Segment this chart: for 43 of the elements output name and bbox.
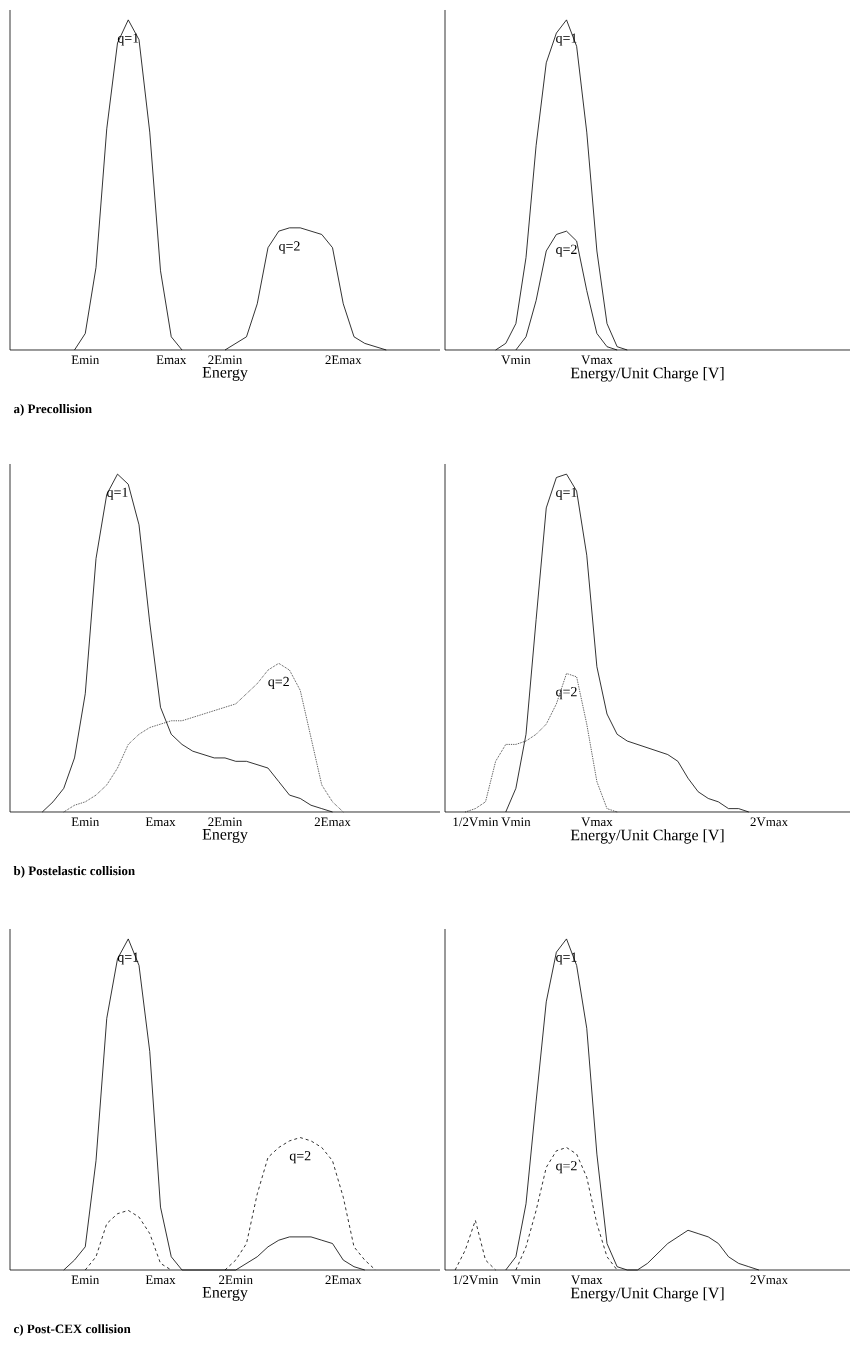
x-tick-label: Vmax <box>581 355 613 365</box>
x-tick-label: 2Emax <box>325 355 362 365</box>
x-tick-label: 2Vmax <box>750 1275 788 1285</box>
x-tick-label: Vmin <box>511 1275 541 1285</box>
x-axis-title: Energy/Unit Charge [V] <box>570 367 724 382</box>
x-tick-label: 1/2Vmin <box>453 1275 499 1285</box>
x-axis-title: Energy <box>202 829 248 843</box>
series-label: q=2 <box>556 686 577 700</box>
x-axis-title: Energy/Unit Charge [V] <box>570 1287 724 1302</box>
x-tick-label: Emax <box>156 355 187 365</box>
text: a) Precollision <box>13 404 92 416</box>
series-label: q=2 <box>556 1161 577 1174</box>
x-tick-label: Vmin <box>501 817 531 827</box>
x-tick-label: Vmax <box>581 817 613 827</box>
text: c) Post-CEX collision <box>13 1324 131 1336</box>
series-label: q=1 <box>556 487 577 500</box>
x-tick-label: Vmax <box>571 1275 603 1285</box>
x-tick-label: 2Emin <box>208 817 243 827</box>
series-label: q=1 <box>107 487 128 500</box>
series-label: q=2 <box>289 1151 311 1164</box>
x-axis-title: Energy <box>202 1287 248 1301</box>
x-axis-title: Energy/Unit Charge [V] <box>570 829 724 844</box>
series-label: q=1 <box>556 33 577 46</box>
x-tick-label: Emax <box>145 817 176 827</box>
x-tick-label: 2Vmax <box>750 817 788 827</box>
x-tick-label: Emin <box>71 355 100 365</box>
series-label: q=2 <box>279 241 300 254</box>
series-label: q=1 <box>556 952 577 965</box>
text: b) Postelastic collision <box>13 866 135 878</box>
x-tick-label: Emin <box>71 817 100 827</box>
x-tick-label: 2Emin <box>208 355 243 365</box>
x-tick-label: 1/2Vmin <box>453 817 499 827</box>
series-label: q=1 <box>117 33 139 46</box>
x-tick-label: Emin <box>71 1275 100 1285</box>
x-tick-label: 2Emin <box>219 1275 253 1285</box>
x-tick-label: Emax <box>145 1275 176 1285</box>
x-axis-title: Energy <box>202 367 248 381</box>
x-tick-label: 2Emax <box>314 817 351 827</box>
series-label: q=1 <box>117 952 139 965</box>
series-label: q=2 <box>556 244 577 257</box>
series-label: q=2 <box>268 676 289 690</box>
x-tick-label: Vmin <box>501 355 531 365</box>
x-tick-label: 2Emax <box>325 1275 362 1285</box>
